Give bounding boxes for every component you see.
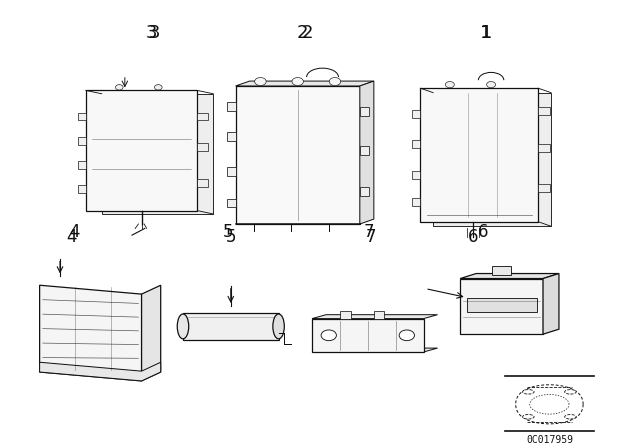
Circle shape [445,82,454,88]
Text: 4: 4 [66,228,77,246]
Text: 7: 7 [363,223,374,241]
Polygon shape [492,266,511,275]
Text: 7: 7 [365,228,376,246]
Text: 2: 2 [301,24,313,42]
Polygon shape [86,90,197,211]
Polygon shape [360,188,369,196]
Polygon shape [312,319,424,352]
Polygon shape [360,108,369,116]
Text: 5: 5 [223,223,234,241]
Text: 1: 1 [481,25,493,43]
Polygon shape [227,102,236,111]
Ellipse shape [564,414,576,419]
Polygon shape [183,313,278,340]
Ellipse shape [273,314,284,339]
Polygon shape [197,143,207,151]
Ellipse shape [523,390,534,394]
Polygon shape [460,274,559,279]
Polygon shape [460,279,543,334]
Polygon shape [412,198,420,206]
Polygon shape [374,310,384,319]
Text: 6: 6 [468,228,478,246]
Text: 0C017959: 0C017959 [526,435,573,445]
Polygon shape [412,171,420,179]
Polygon shape [340,310,351,319]
Polygon shape [141,285,161,381]
Polygon shape [227,167,236,176]
Polygon shape [538,144,550,152]
Polygon shape [77,185,86,193]
Polygon shape [412,110,420,117]
Polygon shape [543,274,559,334]
Polygon shape [420,88,538,222]
Polygon shape [197,180,207,187]
Circle shape [115,85,123,90]
Ellipse shape [177,314,189,339]
Polygon shape [236,86,360,224]
Circle shape [399,330,415,340]
Polygon shape [360,81,374,224]
Ellipse shape [564,390,576,394]
Circle shape [255,78,266,86]
Text: 4: 4 [69,223,80,241]
Polygon shape [197,113,207,121]
Polygon shape [467,298,537,312]
Polygon shape [433,93,551,226]
Polygon shape [412,140,420,148]
Polygon shape [538,107,550,115]
Text: 1: 1 [480,24,492,42]
Polygon shape [102,94,213,214]
Polygon shape [538,185,550,192]
Polygon shape [312,314,438,319]
Text: 3: 3 [145,25,157,43]
Polygon shape [360,146,369,155]
Circle shape [329,78,340,86]
Polygon shape [77,138,86,145]
Polygon shape [40,285,141,381]
Polygon shape [227,198,236,207]
Circle shape [486,82,495,88]
Text: 2: 2 [296,25,308,43]
Polygon shape [77,161,86,168]
Polygon shape [40,362,161,381]
Text: 6: 6 [478,223,488,241]
Polygon shape [77,113,86,121]
Text: 3: 3 [148,24,160,42]
Polygon shape [227,132,236,141]
Text: 5: 5 [225,228,236,246]
Polygon shape [236,81,374,86]
Polygon shape [312,348,438,352]
Ellipse shape [523,414,534,419]
Circle shape [321,330,337,340]
Circle shape [154,85,162,90]
Circle shape [292,78,303,86]
